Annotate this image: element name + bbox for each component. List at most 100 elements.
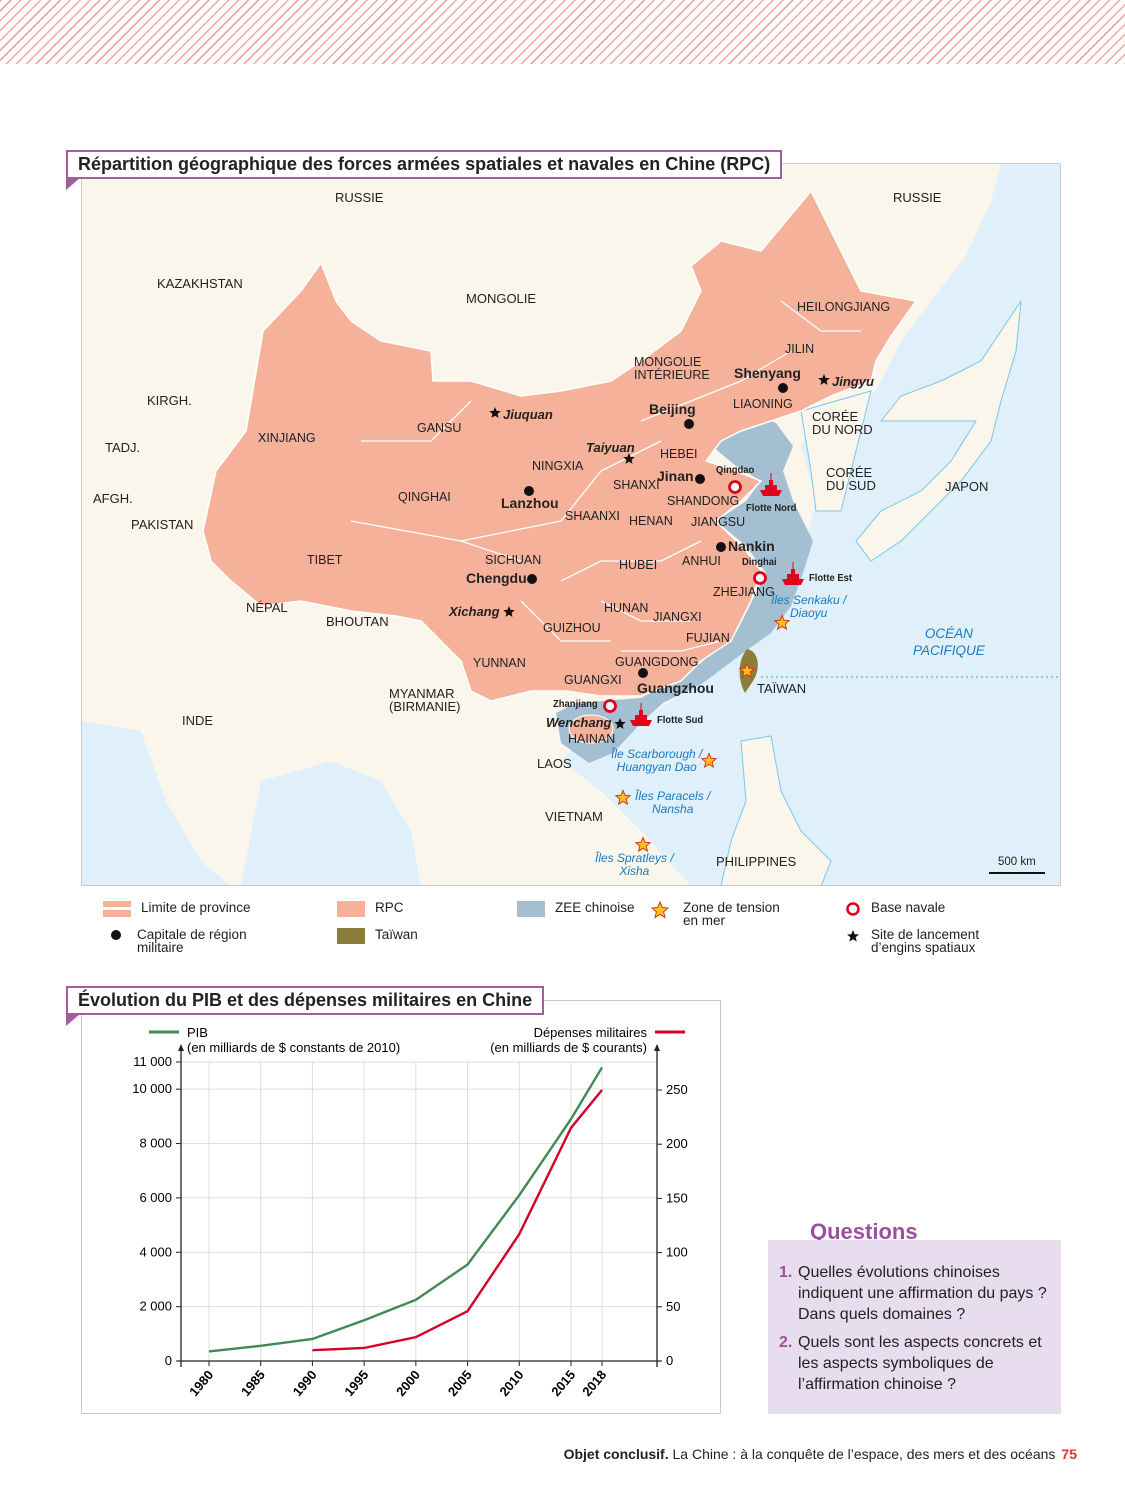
legend-label: Taïwan: [375, 927, 418, 942]
map-label-launch: Jingyu: [832, 374, 874, 389]
map-label-naval: Flotte Est: [809, 572, 853, 584]
map-label-province: LIAONING: [733, 397, 793, 411]
arrow-icon: [178, 1044, 184, 1051]
map-label-province: YUNNAN: [473, 656, 526, 670]
hainan-island: [568, 714, 614, 744]
map-label-country: PAKISTAN: [131, 517, 194, 532]
launch-star-icon: [847, 930, 859, 942]
header-hatch-band: [0, 0, 1125, 64]
map-label-city: Jinan: [657, 468, 694, 484]
map-label-province: NINGXIA: [532, 459, 584, 473]
province-border: [600, 600, 691, 622]
y-left-tick-label: 11 000: [133, 1054, 172, 1069]
x-tick-label: 2010: [496, 1367, 526, 1399]
footer-title: La Chine : à la conquête de l’espace, de…: [672, 1446, 1056, 1462]
y-right-tick-label: 250: [666, 1082, 688, 1097]
tension-zone-star-icon: [700, 752, 718, 769]
map: RUSSIE RUSSIE KAZAKHSTAN MONGOLIE HEILONGJIA…: [81, 163, 1061, 963]
x-tick-label: 1985: [238, 1367, 268, 1399]
map-label-launch: Taiyuan: [586, 440, 635, 455]
legend-label-military: Dépenses militaires: [534, 1025, 648, 1040]
map-label-sea: Île Scarborough / Huangyan Dao: [611, 747, 703, 774]
province-limit-swatch: [103, 901, 131, 917]
map-label-naval: Flotte Nord: [746, 502, 797, 514]
map-label-province: JIANGXI: [653, 610, 702, 624]
legend-province-limit: Limite de province: [103, 901, 251, 917]
launch-site-star-icon: [489, 407, 501, 418]
capital-dot-icon: [527, 574, 537, 584]
map-label-country: CORÉE DU NORD: [812, 409, 873, 437]
map-label-country: CORÉE DU SUD: [826, 465, 876, 493]
page-footer: Objet conclusif. La Chine : à la conquêt…: [564, 1446, 1077, 1462]
launch-site-star-icon: [503, 606, 515, 617]
map-label-country: MONGOLIE: [466, 291, 537, 306]
series-line-pib: [208, 1066, 604, 1353]
legend-label: RPC: [375, 900, 404, 915]
map-label-province: HAINAN: [568, 732, 616, 746]
fleet-ship-icon: [630, 703, 652, 726]
map-label-sea: Îles Spratleys / Xisha: [595, 851, 674, 878]
map-label-province: SHAANXI: [565, 509, 620, 523]
map-label-launch: Xichang: [449, 604, 500, 619]
chart: 1980 1985 1990 1995 2000 2005 2010 2015 2018 0 2 0…: [81, 1000, 721, 1414]
map-label-naval: Zhanjiang: [553, 698, 598, 710]
province-border: [460, 440, 662, 542]
map-label-city: Lanzhou: [501, 495, 559, 511]
map-label-sea: Îles Paracels / Nansha: [635, 789, 711, 816]
map-label-country: KAZAKHSTAN: [157, 276, 243, 291]
map-legend: Limite de province RPC ZEE chinoise Zone…: [81, 885, 1061, 963]
question-2: 2. Quels sont les aspects concrets et les…: [779, 1332, 1051, 1395]
x-tick-label: 2005: [445, 1367, 475, 1399]
ship-shape: [630, 703, 652, 726]
y-left-tick-label: 2 000: [139, 1299, 172, 1314]
naval-base-icon: [753, 571, 767, 585]
map-label-city: Beijing: [649, 401, 696, 417]
tension-zone-star-icon: [614, 789, 632, 806]
x-tick-label: 2000: [393, 1367, 423, 1399]
title-corner: [66, 178, 80, 190]
fleet-ship-icon: [760, 473, 782, 496]
map-label-province: GUIZHOU: [543, 621, 601, 635]
map-label-province: MONGOLIE INTÉRIEURE: [634, 355, 710, 382]
capital-dot-icon: [684, 419, 694, 429]
map-label-province: SHANXI: [613, 478, 660, 492]
province-border: [520, 600, 611, 642]
y-right-tick-label: 150: [666, 1190, 688, 1205]
page-number: 75: [1061, 1446, 1077, 1462]
naval-base-icon: [846, 902, 860, 916]
map-label-province: GUANGDONG: [615, 655, 699, 669]
map-label-country: PHILIPPINES: [716, 854, 797, 869]
map-label-country: RUSSIE: [893, 190, 942, 205]
map-label-country: JAPON: [945, 479, 989, 494]
chart-title: Évolution du PIB et des dépenses militai…: [66, 986, 545, 1015]
bay-of-bengal: [241, 761, 421, 886]
zee-swatch: [517, 901, 545, 917]
map-canvas: [82, 164, 1060, 887]
map-label-city: Nankin: [728, 538, 775, 554]
pacific-sea: [561, 164, 1060, 886]
launch-site-star-icon: [623, 453, 635, 464]
map-label-country: MYANMAR (BIRMANIE): [389, 686, 461, 714]
legend-unit-pib: (en milliards de $ constants de 2010): [187, 1040, 400, 1055]
question-1: 1. Quelles évolutions chinoises indiquent…: [779, 1262, 1051, 1325]
capital-dot-icon: [638, 668, 648, 678]
map-label-naval: Flotte Sud: [657, 714, 704, 726]
map-label-city: Shenyang: [734, 365, 801, 381]
province-border: [640, 350, 792, 422]
ship-shape: [760, 473, 782, 496]
map-label-launch: Jiuquan: [503, 407, 553, 422]
fleet-ship-icon: [782, 562, 804, 585]
tension-zone-star-icon: [634, 836, 652, 853]
questions-box: 1. Quelles évolutions chinoises indiquent…: [768, 1240, 1061, 1414]
map-title: Répartition géographique des forces armé…: [66, 150, 783, 179]
capital-dot-icon: [111, 930, 121, 940]
y-left-tick-label: 6 000: [139, 1190, 172, 1205]
question-text: Quels sont les aspects concrets et les a…: [798, 1334, 1042, 1393]
y-right-tick-label: 50: [666, 1299, 680, 1314]
map-label-country: BHOUTAN: [326, 614, 389, 629]
footer-section: Objet conclusif.: [563, 1446, 669, 1462]
title-corner: [66, 1014, 80, 1026]
map-label-sea: Îles Senkaku / Diaoyu: [771, 593, 847, 620]
x-tick-label: 1995: [341, 1367, 371, 1399]
